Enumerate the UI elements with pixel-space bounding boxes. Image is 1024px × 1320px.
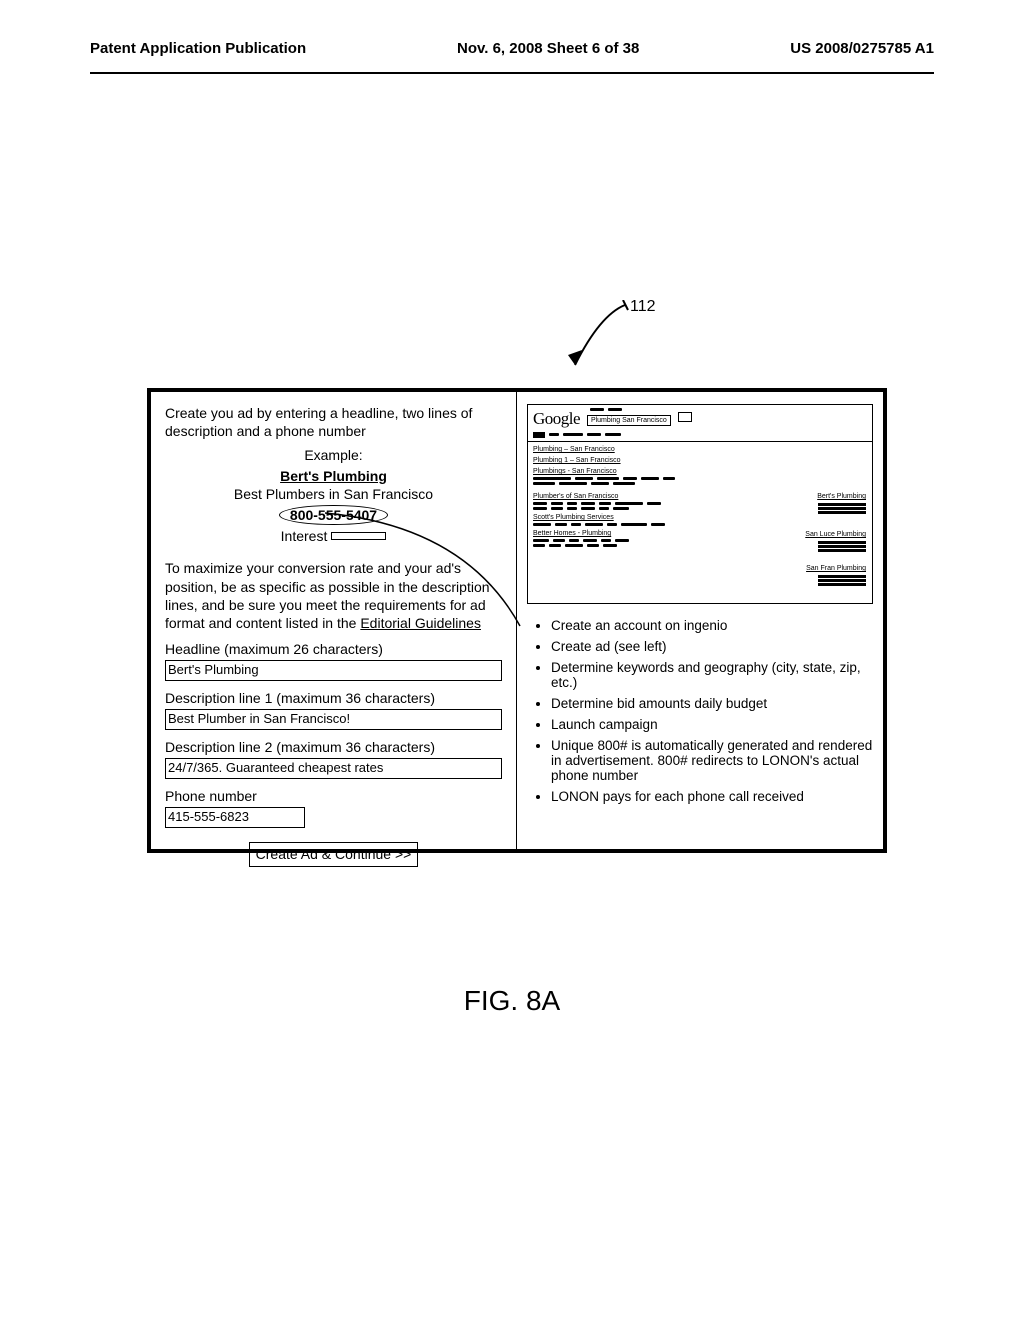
serp-result-title[interactable]: Scott's Plumbing Services	[533, 514, 867, 521]
side-bars-icon	[818, 541, 866, 552]
page-header: Patent Application Publication Nov. 6, 2…	[0, 0, 1024, 67]
interest-label: Interest	[281, 527, 328, 545]
serp-logo-lines-icon	[590, 408, 622, 413]
list-item: Determine keywords and geography (city, …	[551, 660, 873, 690]
example-label: Example:	[165, 446, 502, 464]
list-item: Unique 800# is automatically generated a…	[551, 738, 873, 783]
left-panel: Create you ad by entering a headline, tw…	[151, 392, 517, 849]
serp-tab[interactable]	[533, 432, 545, 438]
serp-mock: Google Plumbing San Francisco Plumbing –…	[527, 404, 873, 604]
serp-divider	[528, 441, 872, 442]
placeholder-lines-icon	[533, 482, 867, 485]
right-panel: Google Plumbing San Francisco Plumbing –…	[517, 392, 883, 849]
serp-side-link[interactable]: San Fran Plumbing	[806, 565, 866, 572]
desc1-input[interactable]: Best Plumber in San Francisco!	[165, 709, 502, 730]
list-item: Create an account on ingenio	[551, 618, 873, 633]
desc1-label: Description line 1 (maximum 36 character…	[165, 689, 502, 707]
create-btn-wrap: Create Ad & Continue >>	[165, 828, 502, 866]
create-ad-button[interactable]: Create Ad & Continue >>	[249, 842, 419, 866]
reference-arrow-icon	[550, 300, 640, 385]
interest-bar-icon	[331, 532, 386, 540]
phone-input[interactable]: 415-555-6823	[165, 807, 305, 828]
placeholder-lines-icon	[533, 502, 867, 505]
desc2-input[interactable]: 24/7/365. Guaranteed cheapest rates	[165, 758, 502, 779]
headline-input[interactable]: Bert's Plumbing	[165, 660, 502, 681]
header-right: US 2008/0275785 A1	[790, 40, 934, 57]
placeholder-lines-icon	[533, 477, 867, 480]
intro-text: Create you ad by entering a headline, tw…	[165, 404, 502, 440]
main-figure-box: Create you ad by entering a headline, tw…	[147, 388, 887, 853]
example-headline: Bert's Plumbing	[165, 467, 502, 485]
max-note: To maximize your conversion rate and you…	[165, 559, 502, 632]
placeholder-lines-icon	[533, 523, 867, 526]
serp-side-link[interactable]: Bert's Plumbing	[817, 493, 866, 500]
header-center: Nov. 6, 2008 Sheet 6 of 38	[457, 40, 639, 57]
list-item: Determine bid amounts daily budget	[551, 696, 873, 711]
placeholder-lines-icon	[533, 539, 867, 542]
side-bars-icon	[818, 503, 866, 514]
serp-tabbar	[533, 432, 867, 438]
list-item: Create ad (see left)	[551, 639, 873, 654]
serp-result-title[interactable]: Plumbing 1 – San Francisco	[533, 457, 867, 464]
list-item: LONON pays for each phone call received	[551, 789, 873, 804]
headline-label: Headline (maximum 26 characters)	[165, 640, 502, 658]
header-left: Patent Application Publication	[90, 40, 306, 57]
interest-row: Interest	[165, 527, 502, 545]
serp-logo: Google	[533, 409, 580, 428]
figure-label: FIG. 8A	[0, 985, 1024, 1017]
example-desc: Best Plumbers in San Francisco	[165, 485, 502, 503]
serp-result-title[interactable]: Plumbings - San Francisco	[533, 468, 867, 475]
serp-search-input[interactable]: Plumbing San Francisco	[587, 415, 671, 426]
placeholder-lines-icon	[533, 507, 867, 510]
example-phone-row: 800-555-5407	[165, 505, 502, 525]
placeholder-lines-icon	[533, 544, 867, 547]
header-rule	[90, 72, 934, 74]
serp-result-title[interactable]: Plumbing – San Francisco	[533, 446, 867, 453]
phone-label: Phone number	[165, 787, 502, 805]
example-phone: 800-555-5407	[279, 505, 388, 525]
side-bars-icon	[818, 575, 866, 586]
editorial-guidelines-link[interactable]: Editorial Guidelines	[360, 615, 481, 631]
steps-list: Create an account on ingenio Create ad (…	[527, 618, 873, 804]
desc2-label: Description line 2 (maximum 36 character…	[165, 738, 502, 756]
list-item: Launch campaign	[551, 717, 873, 732]
serp-search-button[interactable]	[678, 412, 692, 422]
serp-side-link[interactable]: San Luce Plumbing	[805, 531, 866, 538]
